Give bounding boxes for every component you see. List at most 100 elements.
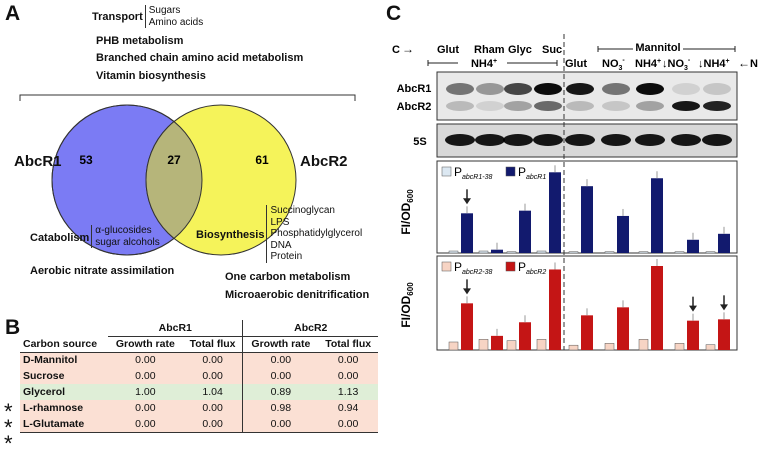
biosynthesis-item: Protein — [270, 251, 303, 262]
carbon-source-cell: Sucrose — [23, 370, 65, 382]
abcr1-growth-cell: 0.00 — [108, 416, 183, 433]
blot-band — [703, 101, 731, 111]
abcr1-growth-cell: 0.00 — [135, 402, 156, 414]
blot-band — [475, 134, 505, 146]
blot-band — [702, 134, 732, 146]
carbon-source-cell: Glycerol — [23, 386, 66, 398]
blot-band — [671, 134, 701, 146]
mannitol-bracket — [597, 46, 736, 52]
abcr1-flux-cell: 0.00 — [202, 354, 223, 367]
bar-reporter — [549, 269, 561, 350]
growth-rate-header: Growth rate — [242, 336, 319, 353]
abcr2-growth-cell: 0.00 — [242, 352, 319, 368]
table-column-header: Carbon source Growth rate Total flux Gro… — [20, 336, 378, 353]
carbon-source-cell: L-Glutamate — [20, 416, 108, 433]
abcr1-growth-cell: 0.00 — [135, 370, 156, 382]
bar-reporter — [651, 266, 663, 350]
bar-reporter — [687, 320, 699, 350]
biosynthesis-group: Biosynthesis Succinoglycan LPS Phosphati… — [196, 205, 362, 263]
nitrogen-label: ↓NO3- — [662, 57, 691, 72]
bar-reporter — [617, 307, 629, 350]
venn-diagram: 53 27 61 — [19, 94, 356, 256]
nitrogen-label: ↓NH4+ — [698, 58, 730, 70]
abcr2-growth-cell: 0.00 — [242, 368, 319, 384]
table-group-header: AbcR1 AbcR2 — [20, 320, 378, 337]
blot-band — [672, 101, 700, 111]
aerobic-label: Aerobic nitrate assimilation — [30, 265, 175, 277]
abcr2-reporter-chart: PabcR2-38 PabcR2 — [441, 259, 730, 351]
bar-reporter — [651, 178, 663, 253]
function-item: Microaerobic denitrification — [225, 289, 370, 301]
bar-reporter — [549, 172, 561, 253]
bar-control — [568, 251, 579, 254]
abcr1-flux-cell: 0.00 — [202, 370, 223, 382]
carbon-label: Rham — [474, 44, 505, 56]
abcr2-growth-cell: 0.98 — [242, 400, 319, 416]
blot-band — [445, 134, 475, 146]
panel-a-letter: A — [5, 2, 21, 25]
legend-label: PabcR2-38 — [454, 260, 492, 276]
blot-band — [504, 83, 532, 95]
blot-band — [672, 83, 700, 95]
catabolism-item: sugar alcohols — [95, 236, 160, 248]
blot-band — [565, 134, 595, 146]
legend-label: PabcR1 — [518, 165, 546, 181]
biosynthesis-item: DNA — [270, 239, 292, 251]
carbon-source-labels: Glut Rham Glyc Suc — [437, 44, 562, 56]
total-flux-header: Total flux — [182, 336, 243, 353]
blot-band — [602, 83, 630, 95]
abcr1-flux-cell: 0.00 — [182, 416, 243, 433]
bar-control — [478, 250, 489, 254]
transport-label: Transport — [92, 11, 143, 23]
transport-item: Sugars — [148, 5, 181, 16]
transport-group: Transport Sugars Amino acids — [92, 5, 203, 28]
blot-band — [601, 134, 631, 146]
blot-band — [504, 101, 532, 111]
bar-control — [674, 343, 685, 351]
bar-control — [448, 250, 459, 254]
group-abcr1-header: AbcR1 — [108, 320, 243, 337]
bar-reporter — [519, 210, 531, 253]
overlap-count: 27 — [167, 153, 181, 167]
blot-band — [446, 101, 474, 111]
venn-bracket — [19, 94, 356, 101]
blot-band — [476, 83, 504, 95]
bar-control — [638, 339, 649, 351]
table-row: Glycerol 1.00 1.04 0.89 1.13 — [20, 384, 378, 400]
carbon-label: Glyc — [508, 44, 532, 56]
function-item: Vitamin biosynthesis — [96, 70, 206, 82]
bar-control — [568, 344, 579, 351]
legend-swatch — [505, 261, 516, 272]
group-abcr2-header: AbcR2 — [242, 320, 378, 337]
star-marker: * — [4, 399, 13, 424]
biosynthesis-list: Succinoglycan LPS Phosphatidylglycerol D… — [266, 205, 362, 263]
bar-reporter — [718, 319, 730, 350]
abcr1-growth-cell: 0.00 — [135, 354, 156, 367]
blot-band — [703, 83, 731, 95]
abcr2-growth-cell: 0.89 — [242, 384, 319, 400]
table-row: L-Glutamate 0.00 0.00 0.00 0.00 — [20, 416, 378, 433]
y-axis-label: FI/OD600 — [399, 189, 415, 235]
arrow-icon — [463, 288, 471, 295]
blot-band — [476, 101, 504, 111]
legend-swatch — [441, 261, 452, 272]
carbon-axis-label: C — [392, 44, 400, 56]
panel-c-letter: C — [386, 2, 402, 25]
bar-reporter — [491, 249, 503, 253]
bar-reporter — [491, 335, 503, 350]
abcr1-label: AbcR1 — [14, 153, 62, 170]
abcr1-reporter-chart: PabcR1-38 PabcR1 — [441, 165, 730, 254]
nitrogen-label: NO3- — [602, 57, 625, 72]
abcr1-flux-cell: 0.00 — [202, 402, 223, 414]
abcr2-flux-cell: 1.13 — [337, 386, 359, 398]
blot-label-abcr2: AbcR2 — [397, 101, 432, 113]
bar-control — [536, 339, 547, 351]
left-arrow-icon: ← — [738, 56, 750, 70]
blot-bands — [446, 83, 731, 111]
table-row: Sucrose 0.00 0.00 0.00 0.00 — [20, 368, 378, 384]
bar-reporter — [581, 186, 593, 253]
carbon-source-cell: D-Mannitol — [23, 354, 78, 367]
biosynthesis-item: Phosphatidylglycerol — [270, 228, 363, 239]
star-marker: * — [4, 415, 13, 440]
flux-table: AbcR1 AbcR2 Carbon source Growth rate To… — [20, 320, 378, 433]
